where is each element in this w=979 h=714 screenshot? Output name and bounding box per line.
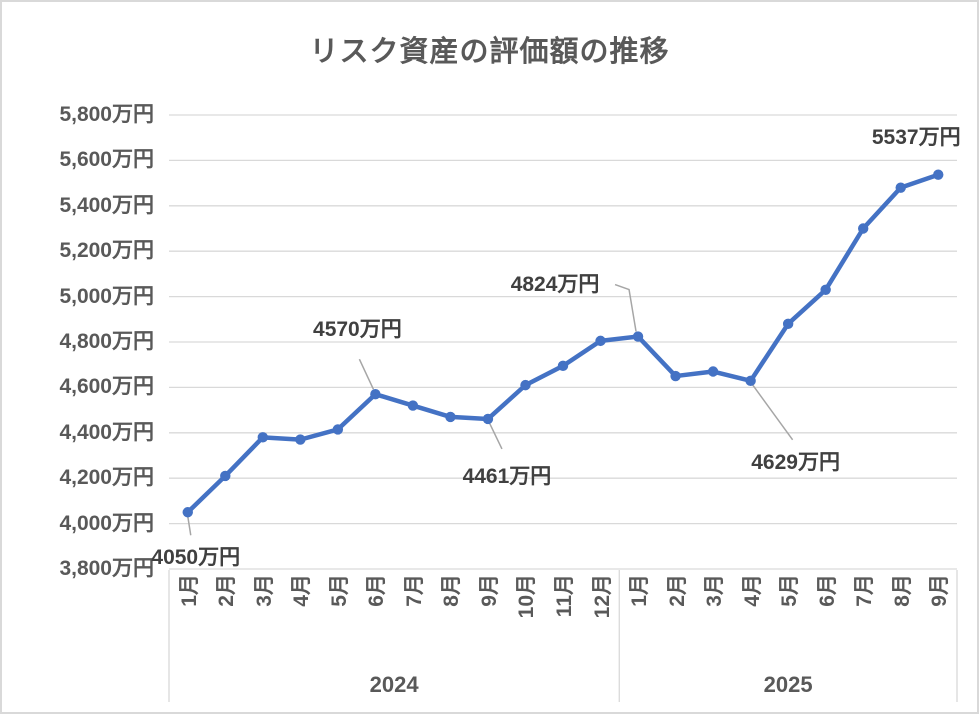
- y-tick-label: 4,800万円: [59, 330, 154, 353]
- callout-leader-line: [358, 358, 375, 390]
- x-tick-label: 9月: [928, 574, 952, 607]
- data-label: 4050万円: [151, 546, 241, 570]
- x-tick-label: 7月: [853, 574, 877, 607]
- x-tick-label: 6月: [815, 574, 839, 607]
- data-label: 4461万円: [462, 464, 552, 488]
- data-point-marker: [632, 331, 644, 342]
- data-point-marker: [407, 400, 419, 411]
- data-point-marker: [220, 470, 231, 482]
- y-tick-label: 4,200万円: [59, 466, 154, 490]
- x-tick-label: 2月: [215, 574, 239, 607]
- data-point-marker: [257, 432, 269, 443]
- y-tick-label: 3,800万円: [59, 557, 154, 580]
- x-tick-label: 1月: [177, 574, 201, 607]
- x-tick-label: 7月: [402, 574, 426, 607]
- y-tick-label: 5,800万円: [59, 103, 154, 126]
- chart-title: リスク資産の評価額の推移: [309, 36, 670, 68]
- data-point-marker: [482, 413, 494, 425]
- y-tick-label: 5,200万円: [59, 239, 154, 263]
- x-tick-label: 9月: [477, 574, 501, 607]
- x-tick-label: 5月: [778, 574, 802, 607]
- x-tick-label: 12月: [590, 574, 614, 619]
- y-tick-label: 4,000万円: [59, 511, 154, 535]
- data-point-marker: [445, 411, 456, 423]
- x-tick-label: 6月: [365, 574, 389, 607]
- y-tick-label: 5,000万円: [59, 284, 154, 308]
- x-tick-label: 3月: [252, 574, 276, 607]
- data-point-marker: [332, 424, 344, 435]
- data-point-marker: [295, 434, 306, 445]
- year-label: 2025: [763, 672, 813, 697]
- data-point-marker: [933, 169, 944, 180]
- x-tick-label: 4月: [290, 574, 314, 607]
- x-tick-label: 8月: [890, 574, 914, 607]
- data-point-marker: [370, 389, 381, 400]
- data-label: 4570万円: [313, 318, 402, 342]
- callout-leader-line: [488, 421, 503, 450]
- data-point-marker: [520, 379, 531, 391]
- data-point-marker: [707, 366, 719, 377]
- y-tick-label: 5,400万円: [59, 193, 154, 217]
- data-label: 4629万円: [751, 450, 840, 474]
- y-tick-label: 4,400万円: [59, 420, 154, 444]
- data-point-marker: [182, 507, 193, 518]
- x-tick-label: 2月: [665, 574, 689, 607]
- callout-leader-line: [614, 283, 637, 332]
- x-tick-label: 1月: [628, 574, 652, 607]
- x-tick-label: 10月: [515, 574, 539, 619]
- data-point-marker: [857, 223, 869, 234]
- y-tick-label: 5,600万円: [59, 148, 154, 172]
- x-tick-label: 8月: [440, 574, 464, 607]
- data-point-marker: [595, 335, 606, 347]
- x-tick-label: 3月: [703, 574, 727, 607]
- x-tick-label: 4月: [740, 574, 764, 607]
- data-point-marker: [670, 370, 681, 382]
- data-label: 4824万円: [510, 272, 600, 296]
- callout-leader-line: [752, 384, 794, 441]
- y-tick-label: 4,600万円: [59, 375, 154, 399]
- year-label: 2024: [369, 672, 419, 697]
- data-point-marker: [745, 375, 756, 387]
- x-tick-label: 11月: [553, 574, 576, 618]
- x-tick-label: 5月: [327, 574, 351, 607]
- callout-leader-line: [187, 516, 192, 536]
- data-point-marker: [895, 182, 906, 193]
- data-point-marker: [557, 360, 569, 372]
- data-label: 5537万円: [871, 125, 961, 149]
- data-point-marker: [820, 284, 831, 295]
- data-point-marker: [782, 318, 794, 330]
